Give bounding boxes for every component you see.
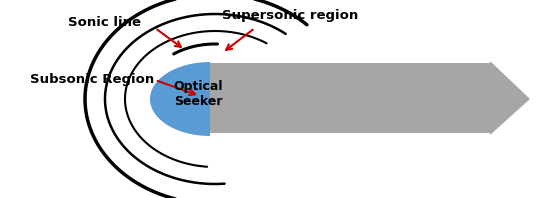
Bar	[210, 63, 490, 133]
Text: Sonic line: Sonic line	[68, 15, 141, 29]
Text: Optical
Seeker: Optical Seeker	[173, 80, 223, 108]
Polygon shape	[150, 62, 210, 136]
Text: Supersonic region: Supersonic region	[222, 10, 358, 23]
Polygon shape	[490, 61, 530, 135]
Text: Subsonic Region: Subsonic Region	[30, 73, 154, 87]
